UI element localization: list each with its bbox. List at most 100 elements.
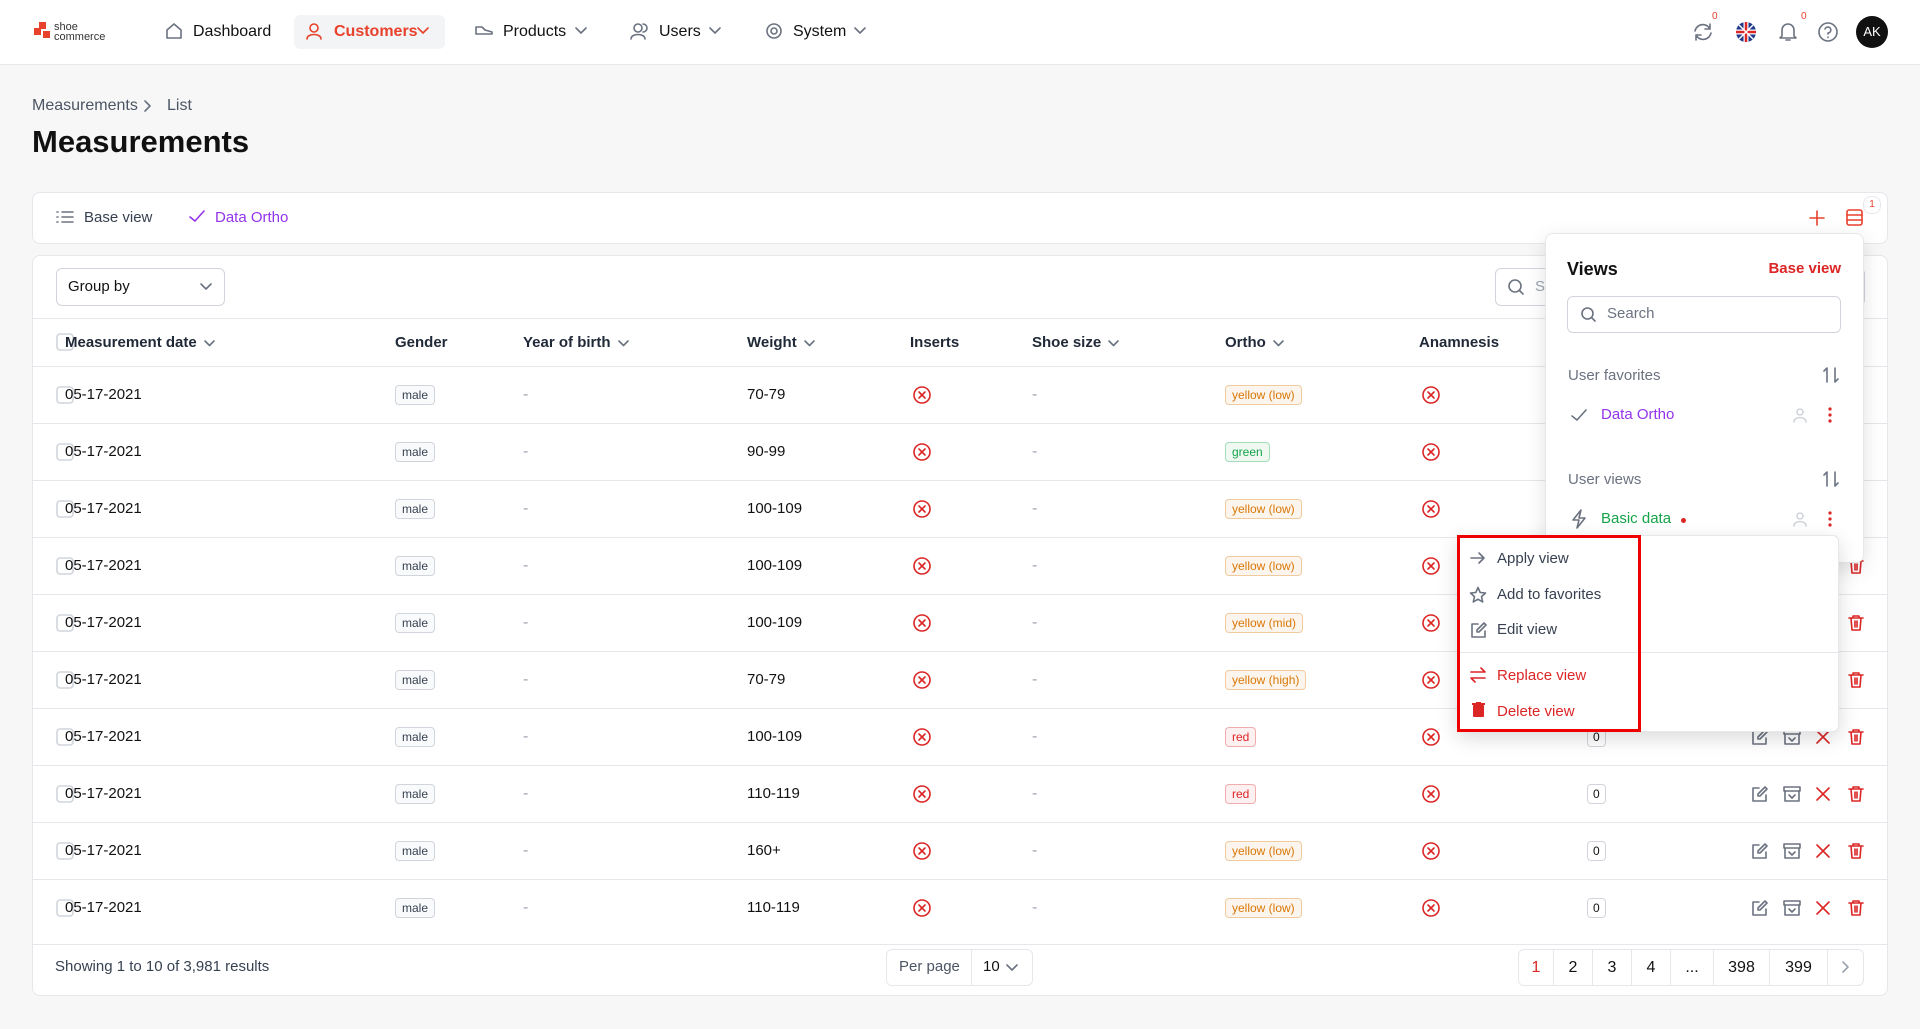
row-checkbox[interactable] — [56, 842, 74, 860]
cell-weight: 100-109 — [747, 500, 803, 517]
edit-action[interactable] — [1752, 900, 1768, 916]
nav-item[interactable]: System — [793, 23, 847, 40]
list-icon — [56, 211, 74, 223]
breadcrumb-item[interactable]: Measurements — [32, 97, 138, 114]
trash-icon — [1472, 702, 1485, 717]
view-tab-active[interactable]: Data Ortho — [215, 209, 289, 226]
help-icon[interactable] — [1818, 22, 1838, 42]
row-divider — [33, 537, 1887, 538]
ortho-badge: yellow (high) — [1225, 670, 1307, 690]
edit-icon — [1471, 622, 1487, 638]
archive-action[interactable] — [1783, 843, 1801, 859]
group-by-select[interactable] — [56, 268, 225, 306]
user-view[interactable]: Basic data — [1601, 510, 1672, 527]
inserts-icon — [913, 443, 931, 461]
select-all-checkbox[interactable] — [56, 333, 74, 351]
bell-icon[interactable] — [1779, 22, 1797, 42]
person-icon — [1793, 408, 1807, 423]
delete-action[interactable] — [1848, 615, 1864, 631]
logo[interactable]: shoe commerce — [54, 21, 106, 43]
row-checkbox[interactable] — [56, 785, 74, 803]
remove-action[interactable] — [1816, 787, 1830, 801]
nav-item-active[interactable]: Customers — [334, 23, 418, 40]
avatar[interactable]: AK — [1856, 16, 1888, 48]
menu-item[interactable]: Edit view — [1497, 621, 1558, 638]
chevron — [709, 27, 721, 34]
chevron — [200, 283, 212, 290]
user-icon — [306, 23, 322, 40]
page-button[interactable]: 399 — [1769, 949, 1828, 986]
shoe-icon — [475, 26, 493, 35]
menu-divider — [1458, 652, 1840, 653]
cell-year: - — [523, 728, 529, 745]
favorite-view[interactable]: Data Ortho — [1601, 406, 1675, 423]
notif-badge: 0 — [1801, 11, 1807, 22]
archive-action[interactable] — [1783, 786, 1801, 802]
sort-icon[interactable] — [1823, 471, 1839, 487]
menu-item-danger[interactable]: Replace view — [1497, 667, 1587, 684]
remove-action[interactable] — [1816, 730, 1830, 744]
delete-action[interactable] — [1848, 729, 1864, 745]
row-checkbox[interactable] — [56, 443, 74, 461]
view-tab[interactable]: Base view — [84, 209, 153, 226]
page-button[interactable]: 4 — [1631, 949, 1671, 986]
delete-action[interactable] — [1848, 672, 1864, 688]
edit-action[interactable] — [1752, 786, 1768, 802]
cell-year: - — [523, 842, 529, 859]
gender-badge: male — [395, 898, 436, 918]
page-button-active[interactable]: 1 — [1518, 949, 1554, 986]
sync-badge: 0 — [1712, 11, 1718, 22]
row-divider — [33, 423, 1887, 424]
sort-icon[interactable] — [1823, 367, 1839, 383]
chevron-right[interactable] — [1842, 961, 1849, 973]
per-page[interactable] — [886, 949, 1033, 986]
anamnesis-icon — [1422, 614, 1440, 632]
views-search[interactable] — [1567, 296, 1841, 333]
cell-shoe-size: - — [1032, 899, 1038, 916]
column-header[interactable]: Measurement date — [65, 334, 197, 351]
add-view-button[interactable] — [1809, 210, 1825, 226]
remove-action[interactable] — [1816, 901, 1830, 915]
kebab-menu[interactable] — [1828, 407, 1832, 423]
page-next[interactable] — [1827, 949, 1864, 986]
menu-item[interactable]: Apply view — [1497, 550, 1569, 567]
gender-badge: male — [395, 784, 436, 804]
sync-icon[interactable] — [1693, 23, 1713, 41]
inserts-icon — [913, 785, 931, 803]
cell-year: - — [523, 671, 529, 688]
column-header[interactable]: Ortho — [1225, 334, 1266, 351]
page-button[interactable]: 2 — [1553, 949, 1593, 986]
row-checkbox[interactable] — [56, 614, 74, 632]
column-header[interactable]: Weight — [747, 334, 797, 351]
kebab-menu[interactable] — [1828, 511, 1832, 527]
row-checkbox[interactable] — [56, 500, 74, 518]
delete-action[interactable] — [1848, 786, 1864, 802]
flag-uk[interactable] — [1736, 22, 1756, 42]
delete-action[interactable] — [1848, 843, 1864, 859]
menu-item[interactable]: Add to favorites — [1497, 586, 1602, 603]
base-view-link[interactable]: Base view — [1768, 260, 1841, 277]
delete-action[interactable] — [1848, 900, 1864, 916]
page-button[interactable]: 3 — [1592, 949, 1632, 986]
remove-action[interactable] — [1816, 844, 1830, 858]
page-button[interactable]: 398 — [1713, 949, 1770, 986]
column-header[interactable]: Year of birth — [523, 334, 611, 351]
row-checkbox[interactable] — [56, 728, 74, 746]
edit-action[interactable] — [1752, 843, 1768, 859]
row-checkbox[interactable] — [56, 386, 74, 404]
cell-shoe-size: - — [1032, 671, 1038, 688]
row-checkbox[interactable] — [56, 899, 74, 917]
page-button[interactable]: ... — [1670, 949, 1714, 986]
menu-item-danger[interactable]: Delete view — [1497, 703, 1575, 720]
row-divider — [33, 879, 1887, 880]
sort-chevron — [618, 340, 629, 347]
row-checkbox[interactable] — [56, 671, 74, 689]
archive-action[interactable] — [1783, 900, 1801, 916]
cell-weight: 90-99 — [747, 443, 786, 460]
nav-item[interactable]: Dashboard — [193, 23, 272, 40]
row-checkbox[interactable] — [56, 557, 74, 575]
nav-item[interactable]: Products — [503, 23, 567, 40]
column-header[interactable]: Shoe size — [1032, 334, 1102, 351]
nav-item[interactable]: Users — [659, 23, 701, 40]
views-menu-button[interactable] — [1846, 209, 1863, 226]
